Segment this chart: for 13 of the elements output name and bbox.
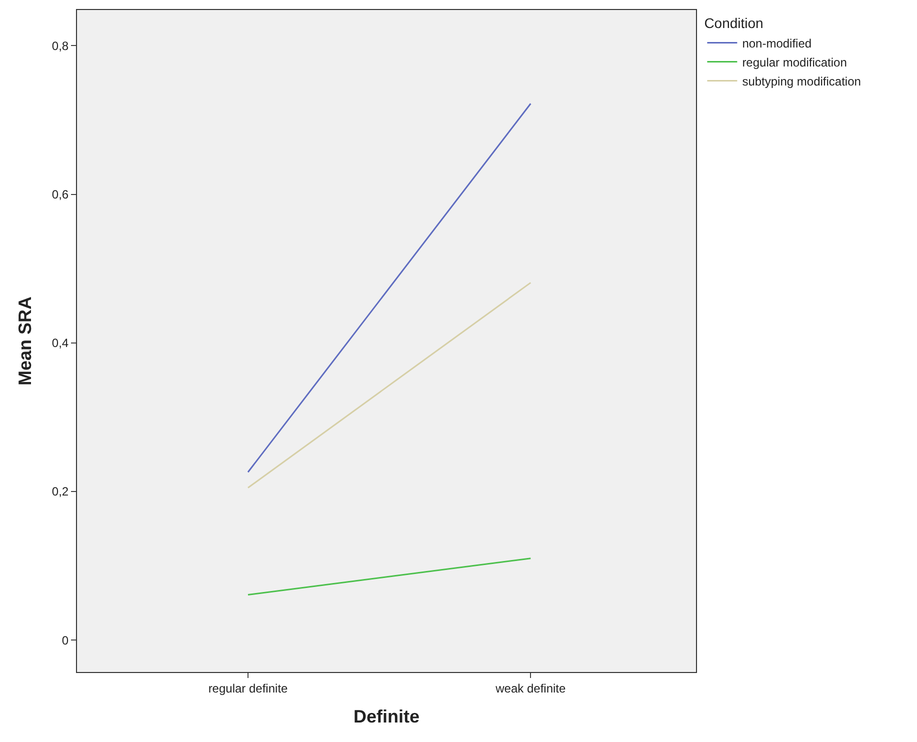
y-axis-title: Mean SRA [15, 296, 36, 386]
y-tick-label: 0,6 [52, 187, 69, 202]
y-tick-label: 0,4 [52, 336, 69, 350]
y-tick-label: 0 [62, 633, 69, 648]
x-tick-label: regular definite [208, 681, 288, 696]
x-tick-label: weak definite [494, 681, 566, 696]
y-tick-label: 0,8 [52, 38, 69, 53]
x-axis-title: Definite [353, 706, 420, 726]
legend-label: regular modification [742, 55, 847, 70]
y-tick-label: 0,2 [52, 484, 69, 499]
legend-label: subtyping modification [742, 74, 861, 88]
legend-label: non-modified [742, 36, 812, 50]
legend-title: Condition [704, 15, 764, 32]
